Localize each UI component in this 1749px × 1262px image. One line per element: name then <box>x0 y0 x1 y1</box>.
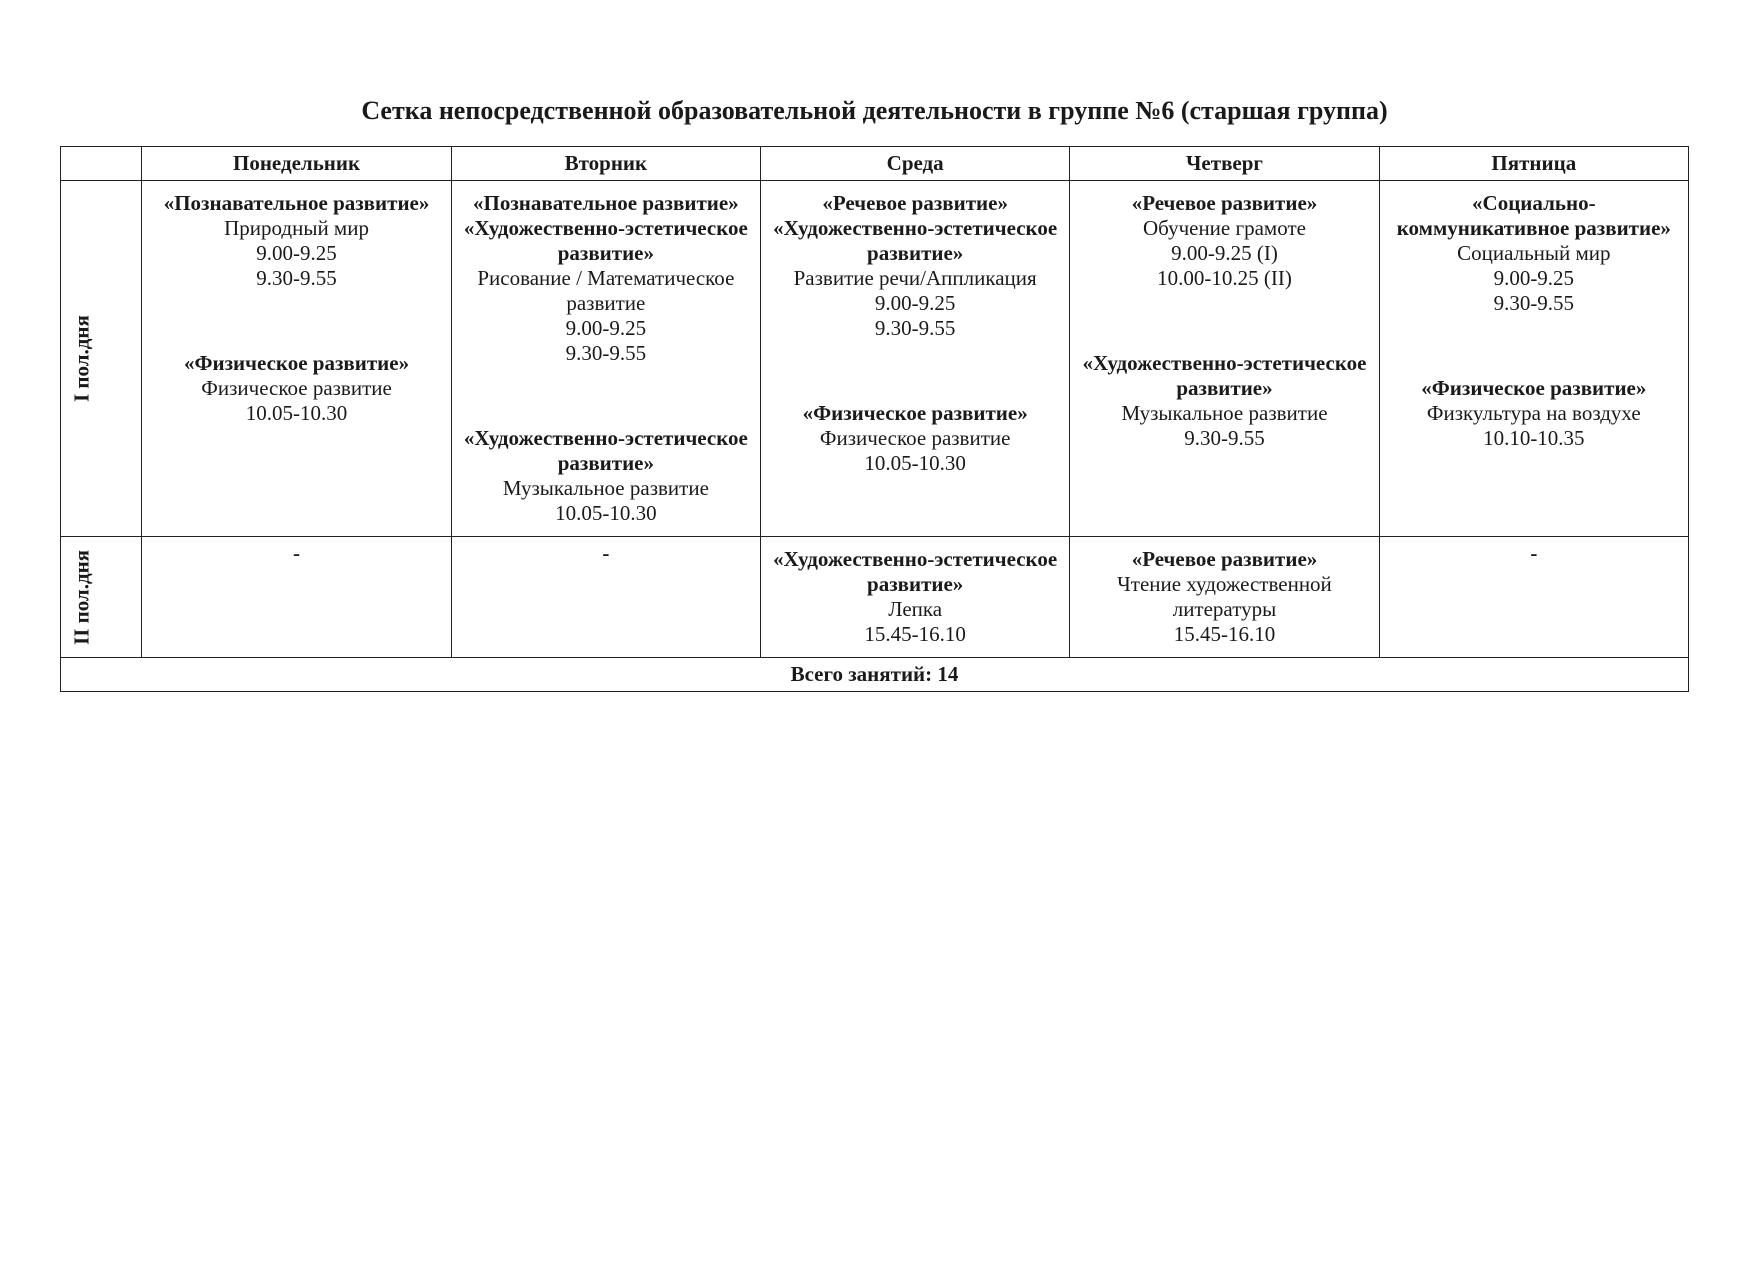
row-first-half: I пол.дня «Познавательное развитие»Приро… <box>61 181 1689 537</box>
lesson-time: 9.30-9.55 <box>1078 426 1370 451</box>
lesson-time: 10.05-10.30 <box>769 451 1061 476</box>
lesson-time: 15.45-16.10 <box>1078 622 1370 647</box>
scan-artifact <box>60 40 1689 56</box>
cell-second-fri: - <box>1379 537 1688 658</box>
lesson-time: 10.05-10.30 <box>150 401 442 426</box>
empty-dash: - <box>602 541 609 565</box>
header-blank <box>61 147 142 181</box>
lesson-time: 15.45-16.10 <box>769 622 1061 647</box>
lesson-area: «Художественно-эстетическое развитие» <box>1078 351 1370 401</box>
row-second-half: II пол.дня - - «Художественно-эстетическ… <box>61 537 1689 658</box>
lesson-block: «Художественно-эстетическое развитие»Муз… <box>460 426 752 526</box>
lesson-block: «Художественно-эстетическое развитие»Муз… <box>1078 351 1370 451</box>
lesson-area: «Физическое развитие» <box>1388 376 1680 401</box>
lesson-subject: Лепка <box>769 597 1061 622</box>
lesson-block: «Познавательное развитие»Природный мир9.… <box>150 191 442 291</box>
page-title: Сетка непосредственной образовательной д… <box>60 96 1689 126</box>
lesson-area: «Познавательное развитие» <box>460 191 752 216</box>
lesson-subject: Рисование / Математическое развитие <box>460 266 752 316</box>
lesson-area: «Физическое развитие» <box>150 351 442 376</box>
lesson-time: 10.10-10.35 <box>1388 426 1680 451</box>
empty-dash: - <box>1530 541 1537 565</box>
lesson-time: 9.30-9.55 <box>460 341 752 366</box>
lesson-time: 9.00-9.25 <box>150 241 442 266</box>
lesson-area: «Речевое развитие» <box>1078 191 1370 216</box>
lesson-time: 9.30-9.55 <box>1388 291 1680 316</box>
header-tue: Вторник <box>451 147 760 181</box>
lesson-block: «Физическое развитие»Физическое развитие… <box>769 401 1061 476</box>
lesson-area: «Художественно-эстетическое развитие» <box>460 216 752 266</box>
lesson-area: «Художественно-эстетическое развитие» <box>769 547 1061 597</box>
cell-first-mon: «Познавательное развитие»Природный мир9.… <box>142 181 451 537</box>
lesson-subject: Музыкальное развитие <box>1078 401 1370 426</box>
lesson-block: «Физическое развитие»Физкультура на возд… <box>1388 376 1680 451</box>
header-wed: Среда <box>761 147 1070 181</box>
cell-first-tue: «Познавательное развитие»«Художественно-… <box>451 181 760 537</box>
lesson-time: 9.00-9.25 (I) <box>1078 241 1370 266</box>
lesson-block: «Речевое развитие»Обучение грамоте9.00-9… <box>1078 191 1370 291</box>
lesson-subject: Физическое развитие <box>150 376 442 401</box>
lesson-subject: Физическое развитие <box>769 426 1061 451</box>
lesson-area: «Речевое развитие» <box>1078 547 1370 572</box>
cell-first-wed: «Речевое развитие»«Художественно-эстетич… <box>761 181 1070 537</box>
row-label-first: I пол.дня <box>61 181 142 537</box>
lesson-time: 9.30-9.55 <box>150 266 442 291</box>
lesson-subject: Физкультура на воздухе <box>1388 401 1680 426</box>
lesson-block: «Художественно-эстетическое развитие»Леп… <box>769 547 1061 647</box>
lesson-block: «Социально-коммуникативное развитие»Соци… <box>1388 191 1680 316</box>
header-fri: Пятница <box>1379 147 1688 181</box>
lesson-subject: Музыкальное развитие <box>460 476 752 501</box>
lesson-subject: Природный мир <box>150 216 442 241</box>
lesson-time: 9.30-9.55 <box>769 316 1061 341</box>
lesson-subject: Обучение грамоте <box>1078 216 1370 241</box>
lesson-area: «Познавательное развитие» <box>150 191 442 216</box>
lesson-time: 9.00-9.25 <box>460 316 752 341</box>
lesson-subject: Социальный мир <box>1388 241 1680 266</box>
lesson-block: «Речевое развитие»«Художественно-эстетич… <box>769 191 1061 341</box>
cell-second-mon: - <box>142 537 451 658</box>
cell-second-wed: «Художественно-эстетическое развитие»Леп… <box>761 537 1070 658</box>
lesson-time: 9.00-9.25 <box>769 291 1061 316</box>
lesson-subject: Чтение художественной литературы <box>1078 572 1370 622</box>
header-row: Понедельник Вторник Среда Четверг Пятниц… <box>61 147 1689 181</box>
lesson-block: «Физическое развитие»Физическое развитие… <box>150 351 442 426</box>
header-mon: Понедельник <box>142 147 451 181</box>
lesson-block: «Речевое развитие»Чтение художественной … <box>1078 547 1370 647</box>
footer-total: Всего занятий: 14 <box>61 658 1689 692</box>
cell-first-thu: «Речевое развитие»Обучение грамоте9.00-9… <box>1070 181 1379 537</box>
header-thu: Четверг <box>1070 147 1379 181</box>
lesson-area: «Речевое развитие» <box>769 191 1061 216</box>
row-label-second: II пол.дня <box>61 537 142 658</box>
cell-first-fri: «Социально-коммуникативное развитие»Соци… <box>1379 181 1688 537</box>
lesson-area: «Художественно-эстетическое развитие» <box>460 426 752 476</box>
lesson-time: 10.05-10.30 <box>460 501 752 526</box>
footer-row: Всего занятий: 14 <box>61 658 1689 692</box>
lesson-area: «Социально-коммуникативное развитие» <box>1388 191 1680 241</box>
empty-dash: - <box>293 541 300 565</box>
lesson-subject: Развитие речи/Аппликация <box>769 266 1061 291</box>
lesson-time: 10.00-10.25 (II) <box>1078 266 1370 291</box>
lesson-time: 9.00-9.25 <box>1388 266 1680 291</box>
schedule-table: Понедельник Вторник Среда Четверг Пятниц… <box>60 146 1689 692</box>
lesson-area: «Физическое развитие» <box>769 401 1061 426</box>
lesson-area: «Художественно-эстетическое развитие» <box>769 216 1061 266</box>
cell-second-thu: «Речевое развитие»Чтение художественной … <box>1070 537 1379 658</box>
lesson-block: «Познавательное развитие»«Художественно-… <box>460 191 752 366</box>
cell-second-tue: - <box>451 537 760 658</box>
